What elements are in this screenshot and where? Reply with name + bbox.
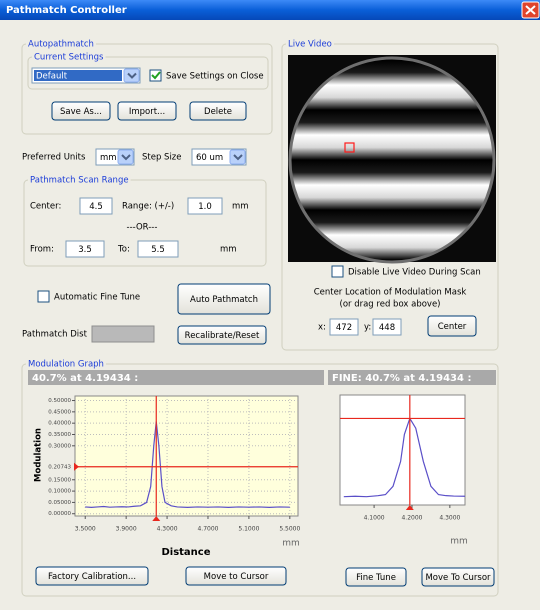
y-axis-label: Modulation [34, 428, 44, 482]
button-label: Fine Tune [356, 573, 396, 583]
y-tick-label: 0.30000 [48, 443, 71, 449]
button-label: Center [438, 322, 467, 332]
group-label: Current Settings [34, 53, 104, 63]
group-label: Live Video [288, 40, 332, 50]
group-label: Autopathmatch [28, 40, 94, 50]
y-tick-label: 0.45000 [48, 409, 71, 415]
label: Range: (+/-) [122, 202, 174, 212]
x-tick-label: 4.7000 [197, 526, 218, 533]
dist-field [92, 326, 154, 342]
field-value: 5.5 [151, 245, 165, 255]
button-label: Auto Pathmatch [190, 295, 258, 305]
label: Preferred Units [22, 153, 86, 163]
x-tick-label: 4.3000 [439, 515, 460, 522]
group-label: Pathmatch Scan Range [30, 176, 129, 186]
x-tick-label: 5.1000 [238, 526, 259, 533]
checkbox-label: Save Settings on Close [166, 72, 264, 82]
button-label: Recalibrate/Reset [185, 331, 260, 341]
button-label: Move To Cursor [425, 573, 491, 583]
dropdown-value: mm [100, 153, 117, 163]
label: Pathmatch Dist [22, 330, 88, 340]
window-title: Pathmatch Controller [6, 5, 127, 16]
label: Center: [30, 202, 61, 212]
x-unit: mm [450, 537, 468, 547]
video-image [290, 58, 494, 262]
x-tick-label: 3.9000 [116, 526, 137, 533]
x-tick-label: 5.5000 [279, 526, 300, 533]
button-label: Import... [129, 107, 165, 117]
button-label: Save As... [60, 107, 102, 117]
y-tick-label: 0.00000 [48, 511, 71, 517]
x-axis-label: Distance [161, 547, 210, 558]
checkbox-label: Disable Live Video During Scan [348, 268, 481, 278]
window: Pathmatch Controller Autopathmatch Current… [0, 0, 540, 610]
page: { "window": {"title": "Pathmatch Control… [0, 0, 540, 610]
readout: 40.7% at 4.19434 : [32, 373, 138, 384]
label: mm [220, 245, 237, 255]
label: (or drag red box above) [340, 300, 441, 310]
dropdown-value: 60 um [196, 153, 223, 163]
dropdown-arrow[interactable] [124, 69, 139, 82]
label: x: [318, 323, 326, 333]
field-value: 472 [336, 323, 352, 333]
x-tick-label: 3.5000 [75, 526, 96, 533]
label: ---OR--- [127, 223, 158, 233]
dropdown-arrow[interactable] [118, 150, 133, 164]
dropdown-arrow[interactable] [230, 150, 245, 164]
y-tick-label: 0.50000 [48, 398, 71, 404]
field-value: 1.0 [198, 202, 212, 212]
label: To: [117, 245, 130, 255]
y-tick-label: 0.15000 [48, 477, 71, 483]
x-tick-label: 4.2000 [401, 515, 422, 522]
x-unit: mm [282, 539, 300, 549]
checkbox[interactable] [38, 291, 49, 302]
y-tick-label: 0.35000 [48, 432, 71, 438]
y-tick-label: 0.10000 [48, 489, 71, 495]
label: y: [364, 323, 371, 333]
label: From: [30, 245, 54, 255]
button-label: Factory Calibration... [48, 572, 136, 582]
label: Center Location of Modulation Mask [314, 288, 467, 298]
button-label: Delete [204, 107, 232, 117]
x-tick-label: 4.1000 [364, 515, 385, 522]
cursor-y-label: 0.20743 [48, 464, 71, 470]
field-value: 3.5 [78, 245, 92, 255]
field-value: 4.5 [89, 202, 103, 212]
label: mm [232, 202, 249, 212]
x-tick-label: 4.3000 [157, 526, 178, 533]
field-value: 448 [379, 323, 395, 333]
dropdown-value: Default [36, 72, 68, 82]
fine-readout: FINE: 40.7% at 4.19434 : [332, 373, 471, 384]
checkbox-label: Automatic Fine Tune [54, 293, 140, 303]
plot-area [75, 396, 298, 516]
y-tick-label: 0.40000 [48, 421, 71, 427]
checkbox[interactable] [332, 266, 343, 277]
label: Step Size [142, 153, 182, 163]
group-label: Modulation Graph [28, 360, 104, 370]
y-tick-label: 0.05000 [48, 500, 71, 506]
button-label: Move to Cursor [204, 572, 269, 582]
